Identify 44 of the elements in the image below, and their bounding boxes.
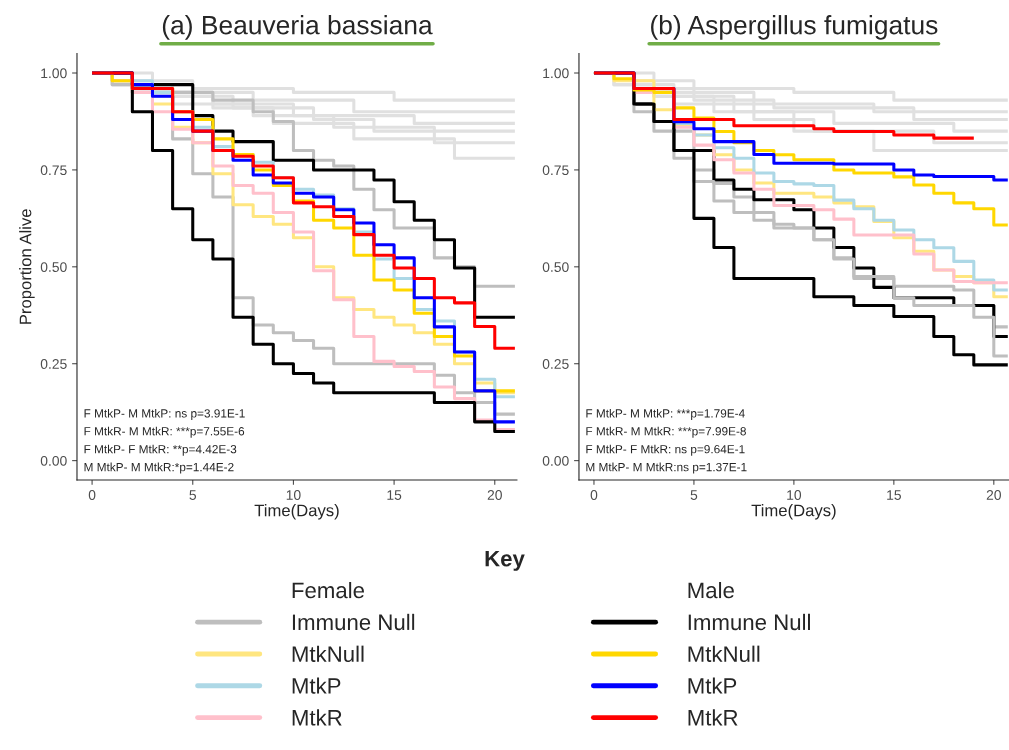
y-tick-label: 0.00	[542, 455, 569, 466]
y-tick-label: 0.50	[40, 262, 67, 272]
annotation: M MtkP- M MtkR:*p=1.44E-2	[84, 462, 234, 474]
y-tick-label: 0.00	[40, 455, 67, 466]
y-tick-label: 1.00	[543, 68, 569, 79]
legend-label: Immune Null	[292, 613, 415, 631]
legend-label: MtkP	[688, 677, 737, 694]
y-tick-label: 0.75	[40, 165, 67, 176]
x-tick-label: 20	[487, 490, 502, 500]
x-axis-title: Time(Days)	[751, 504, 836, 520]
y-tick-label: 0.75	[542, 165, 569, 176]
x-tick-label: 10	[286, 490, 301, 500]
annotation: M MtkP- M MtkR:ns p=1.37E-1	[586, 462, 747, 474]
x-tick-label: 20	[986, 490, 1001, 500]
x-tick-label: 10	[787, 490, 802, 500]
legend-title: Key	[485, 550, 525, 571]
annotation: F MtkP- F MtkR: **p=4.42E-3	[84, 444, 237, 456]
y-tick-label: 1.00	[41, 68, 67, 79]
x-tick-label: 5	[189, 490, 197, 500]
legend-label: MtkR	[688, 709, 738, 726]
x-tick-label: 5	[690, 490, 698, 500]
text: Male	[688, 581, 734, 599]
legend-label: MtkNull	[292, 645, 364, 662]
legend-label: MtkNull	[688, 645, 760, 662]
annotation: F MtkP- F MtkR: ns p=9.64E-1	[586, 444, 745, 456]
annotation: F MtkP- M MtkP: ***p=1.79E-4	[586, 408, 745, 420]
y-tick-label: 0.25	[40, 359, 67, 369]
chart-title: (a) Beauveria bassiana	[162, 15, 433, 40]
legend-label: Immune Null	[688, 613, 810, 631]
legend-label: MtkP	[292, 677, 341, 694]
y-tick-label: 0.25	[542, 359, 569, 369]
y-axis-title: Proportion Alive	[19, 209, 35, 324]
text: Female	[292, 581, 364, 599]
annotation: F MtkR- M MtkR: ***p=7.55E-6	[84, 426, 245, 438]
annotation: F MtkP- M MtkP: ns p=3.91E-1	[84, 408, 245, 420]
x-tick-label: 15	[887, 490, 901, 500]
x-tick-label: 0	[590, 490, 598, 500]
annotation: F MtkR- M MtkR: ***p=7.99E-8	[586, 426, 746, 438]
x-tick-label: 0	[88, 490, 96, 500]
x-axis-title: Time(Days)	[254, 504, 339, 520]
x-tick-label: 15	[387, 490, 402, 500]
legend-label: MtkR	[292, 709, 342, 726]
chart-title: (b) Aspergillus fumigatus	[651, 15, 938, 40]
y-tick-label: 0.50	[542, 262, 569, 272]
